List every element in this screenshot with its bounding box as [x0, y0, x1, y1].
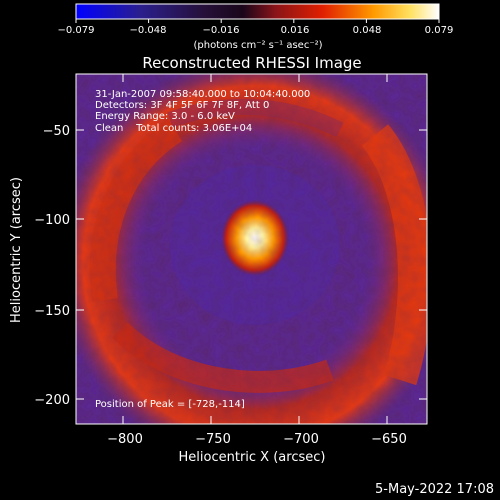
- energy-range-label: Energy Range: 3.0 - 6.0 keV: [95, 111, 235, 122]
- generation-date: 5-May-2022 17:08: [375, 482, 494, 497]
- x-axis-label: Heliocentric X (arcsec): [179, 450, 326, 465]
- y-tick-label: −150: [34, 304, 70, 319]
- x-tick-label: −700: [283, 432, 319, 447]
- detectors-label: Detectors: 3F 4F 5F 6F 7F 8F, Att 0: [95, 100, 269, 111]
- x-tick-label: −750: [195, 432, 231, 447]
- time-range-label: 31-Jan-2007 09:58:40.000 to 10:04:40.000: [95, 89, 310, 100]
- colorbar-tick-label: 0.016: [281, 25, 310, 36]
- colorbar-tick-label: −0.016: [202, 25, 239, 36]
- colorbar: [76, 4, 439, 19]
- colorbar-units: (photons cm⁻² s⁻¹ asec⁻²): [193, 40, 322, 51]
- x-tick-label: −650: [371, 432, 407, 447]
- colorbar-tick-label: 0.048: [353, 25, 382, 36]
- colorbar-tick-label: 0.079: [425, 25, 454, 36]
- plot-title: Reconstructed RHESSI Image: [142, 54, 361, 72]
- axis-ticks: [76, 74, 427, 424]
- colorbar-ticks: [75, 19, 440, 23]
- y-axis-label: Heliocentric Y (arcsec): [9, 177, 24, 323]
- method-counts-label: Clean Total counts: 3.06E+04: [95, 123, 252, 134]
- solar-image: [76, 74, 427, 424]
- y-tick-label: −100: [34, 213, 70, 228]
- x-tick-label: −800: [107, 432, 143, 447]
- y-tick-label: −50: [43, 124, 70, 139]
- y-tick-label: −200: [34, 393, 70, 408]
- colorbar-tick-label: −0.079: [57, 25, 94, 36]
- peak-position-label: Position of Peak = [-728,-114]: [95, 399, 245, 410]
- plot-frame: [75, 73, 428, 425]
- colorbar-tick-label: −0.048: [129, 25, 166, 36]
